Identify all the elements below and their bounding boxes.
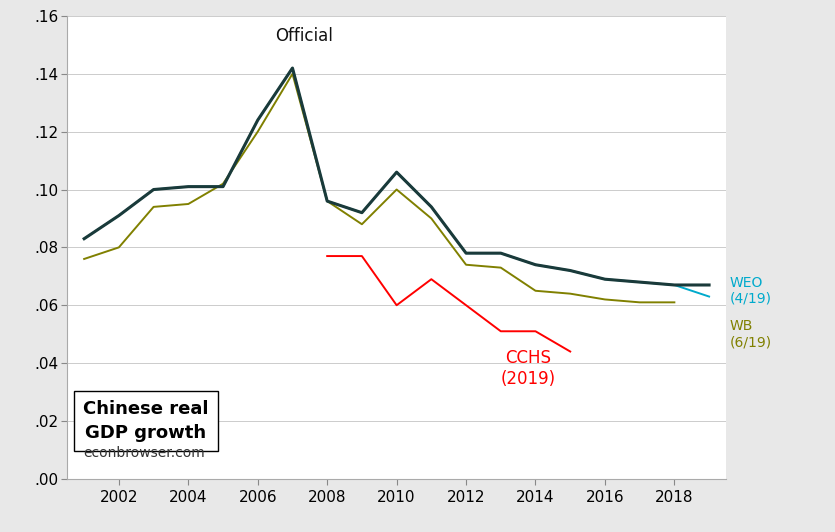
Text: econbrowser.com: econbrowser.com bbox=[84, 446, 205, 460]
Text: WB
(6/19): WB (6/19) bbox=[730, 319, 772, 350]
Text: Official: Official bbox=[275, 27, 333, 45]
Text: WEO
(4/19): WEO (4/19) bbox=[730, 276, 772, 306]
Text: Chinese real
GDP growth: Chinese real GDP growth bbox=[84, 400, 209, 442]
Text: CCHS
(2019): CCHS (2019) bbox=[501, 350, 556, 388]
